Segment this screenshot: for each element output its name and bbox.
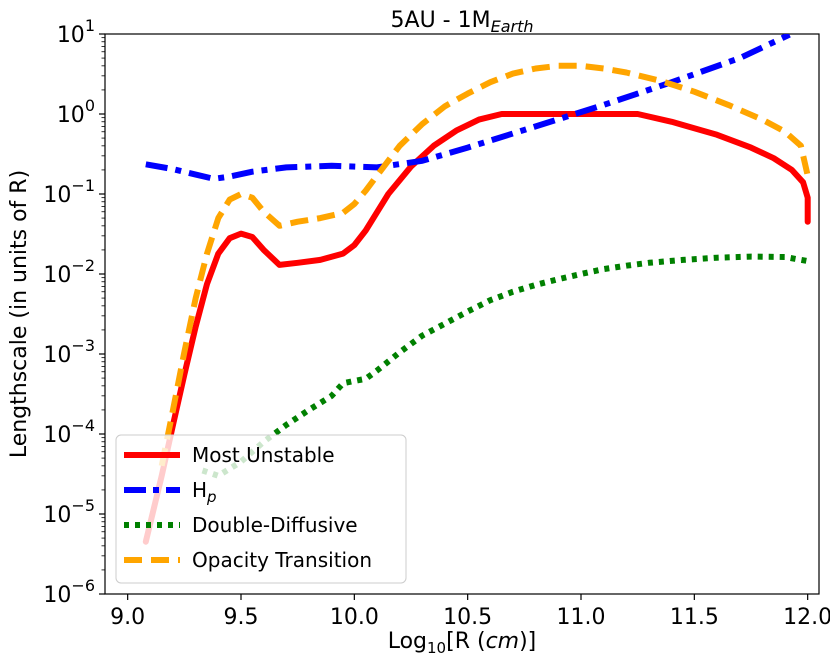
legend-box <box>115 434 407 584</box>
y-tick-label: 10−4 <box>43 416 95 448</box>
series-line-1 <box>145 34 791 182</box>
y-tick-label: 101 <box>57 16 95 48</box>
y-tick-label: 10−3 <box>43 336 95 368</box>
y-axis-label: Lengthscale (in units of R) <box>7 170 32 458</box>
x-tick-label: 12.0 <box>783 605 830 630</box>
series-layer <box>142 34 811 545</box>
y-axis-ticks: 101 100 10−1 10−2 10−3 10−4 10−5 10−6 <box>43 16 105 608</box>
legend-label-2: Double-Diffusive <box>192 513 358 537</box>
y-tick-label: 100 <box>57 96 95 128</box>
x-tick-label: 11.5 <box>670 605 719 630</box>
legend: Most Unstable Hp Double-Diffusive Opacity T… <box>115 434 407 584</box>
x-tick-label: 9.0 <box>110 605 145 630</box>
legend-label-0: Most Unstable <box>192 443 335 467</box>
legend-label-3: Opacity Transition <box>192 548 372 572</box>
y-tick-label: 10−5 <box>43 496 95 528</box>
x-tick-label: 9.5 <box>224 605 259 630</box>
y-tick-label: 10−1 <box>43 176 95 208</box>
x-axis-label: Log10[R (cm)] <box>388 629 537 657</box>
legend-label-1: Hp <box>192 478 217 506</box>
x-tick-label: 10.5 <box>443 605 492 630</box>
y-tick-label: 10−2 <box>43 256 95 288</box>
plot-frame <box>104 33 820 595</box>
series-line-3 <box>158 62 811 467</box>
series-line-0 <box>142 111 811 545</box>
x-axis-ticks: 9.0 9.5 10.0 10.5 11.0 11.5 12.0 <box>110 594 830 630</box>
x-tick-label: 10.0 <box>330 605 379 630</box>
y-tick-label: 10−6 <box>43 576 95 608</box>
chart-title: 5AU - 1MEarth <box>391 8 534 36</box>
x-tick-label: 11.0 <box>557 605 606 630</box>
